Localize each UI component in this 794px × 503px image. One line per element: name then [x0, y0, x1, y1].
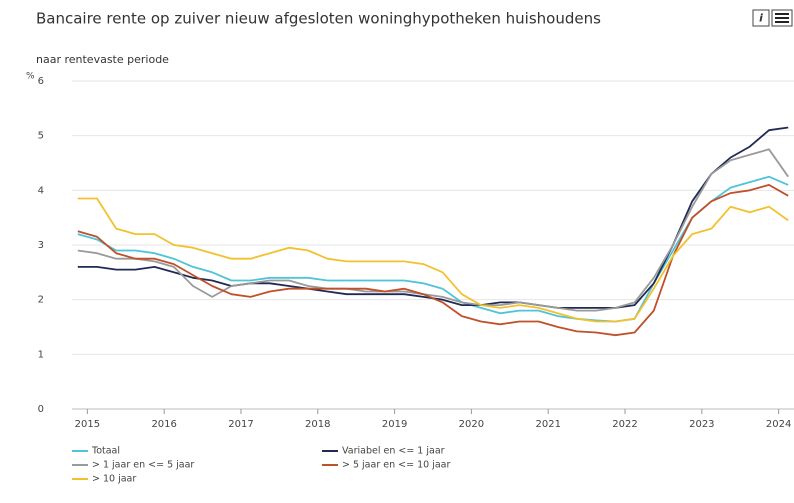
x-tick-label: 2020	[459, 419, 484, 430]
x-tick-label: 2019	[382, 419, 407, 430]
y-tick-label: 3	[38, 240, 44, 251]
info-button[interactable]: i	[752, 9, 770, 27]
y-tick-label: 6	[38, 76, 44, 87]
x-tick-label: 2021	[535, 419, 560, 430]
info-button-label[interactable]: i	[759, 12, 763, 25]
series-line	[77, 126, 789, 309]
legend-label: Totaal	[91, 446, 120, 457]
series-line	[77, 175, 789, 323]
x-tick-label: 2022	[612, 419, 637, 430]
y-tick-label: 1	[38, 349, 44, 360]
menu-icon[interactable]	[775, 13, 789, 23]
series-line	[77, 197, 789, 323]
y-unit: %	[26, 72, 35, 82]
x-tick-label: 2023	[689, 419, 714, 430]
y-tick-label: 5	[38, 131, 44, 142]
x-tick-label: 2015	[75, 419, 100, 430]
x-tick-label: 2024	[766, 419, 791, 430]
x-tick-label: 2017	[228, 419, 253, 430]
x-tick-label: 2016	[151, 419, 176, 430]
legend-label: > 5 jaar en <= 10 jaar	[342, 460, 450, 471]
series-line	[77, 148, 789, 312]
series-line	[77, 184, 789, 337]
menu-button[interactable]	[771, 9, 793, 27]
y-tick-label: 0	[38, 404, 44, 415]
y-tick-label: 4	[38, 185, 44, 196]
legend-label: > 1 jaar en <= 5 jaar	[92, 460, 194, 471]
info-button-box[interactable]	[752, 9, 770, 27]
chart-subtitle: naar rentevaste periode	[36, 53, 169, 66]
x-tick-label: 2018	[305, 419, 330, 430]
legend-label: Variabel en <= 1 jaar	[342, 446, 445, 457]
y-tick-label: 2	[38, 295, 44, 306]
chart-title: Bancaire rente op zuiver nieuw afgeslote…	[36, 10, 601, 28]
legend-label: > 10 jaar	[92, 474, 136, 485]
